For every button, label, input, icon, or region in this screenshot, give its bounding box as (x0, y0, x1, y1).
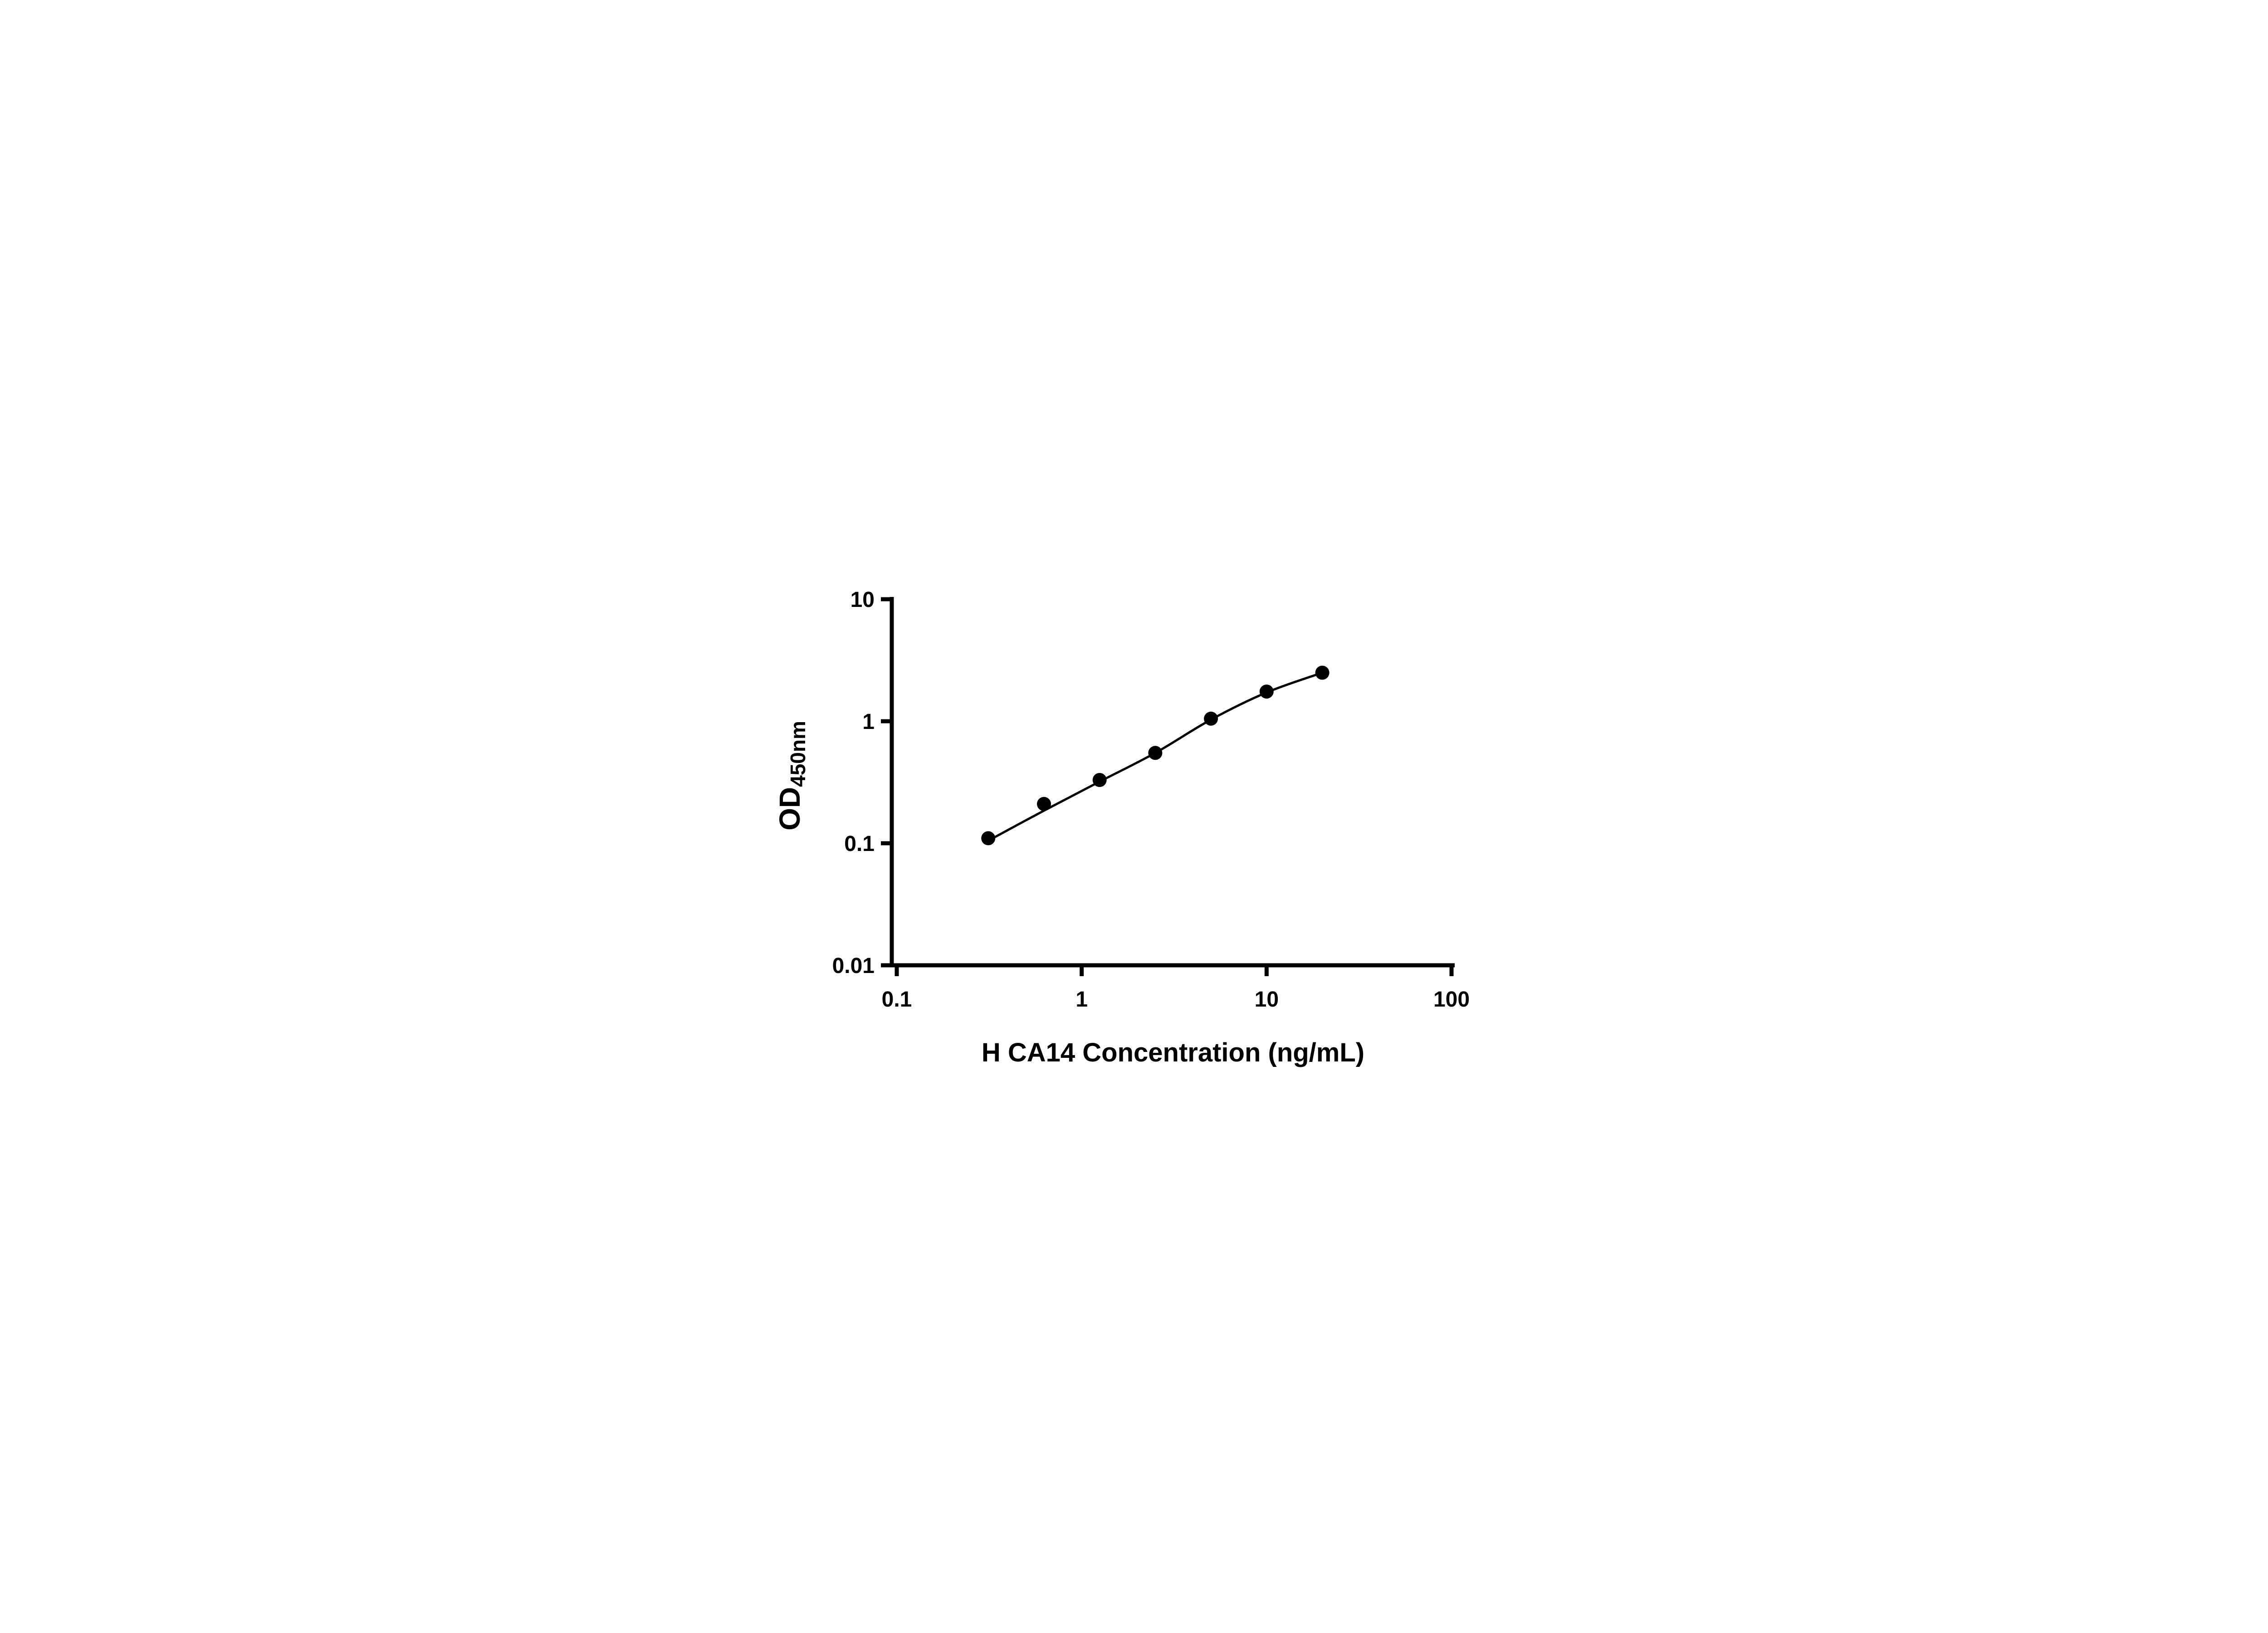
y-axis-title: OD450nm (773, 721, 810, 831)
plot-area (981, 665, 1330, 846)
data-point (981, 831, 996, 846)
y-axis-title-main: OD (773, 787, 806, 831)
x-axis-title: H CA14 Concentration (ng/mL) (982, 1038, 1364, 1067)
data-point (1204, 711, 1218, 726)
axis-spine (890, 597, 1455, 968)
y-tick-label: 10 (850, 588, 875, 612)
y-tick-label: 1 (862, 710, 875, 734)
x-tick-label: 1 (1075, 988, 1088, 1012)
data-point (1148, 746, 1163, 760)
data-point (1315, 665, 1330, 680)
axes: 0.1 1 10 100 10 1 0.1 0.01 (832, 588, 1470, 1012)
x-tick-label: 100 (1433, 988, 1470, 1012)
data-point (1092, 773, 1107, 787)
data-point (1259, 684, 1274, 699)
data-point (1037, 797, 1051, 811)
y-tick-label: 0.1 (844, 832, 875, 856)
y-axis-title-subscript: 450nm (786, 721, 810, 787)
elisa-standard-curve-figure: 0.1 1 10 100 10 1 0.1 0.01 H CA14 Concentration… (746, 544, 1522, 1089)
chart-canvas: 0.1 1 10 100 10 1 0.1 0.01 H CA14 Concentration… (773, 588, 1470, 1067)
y-tick-label: 0.01 (832, 954, 875, 978)
x-tick-label: 0.1 (882, 988, 912, 1012)
x-tick-label: 10 (1255, 988, 1279, 1012)
